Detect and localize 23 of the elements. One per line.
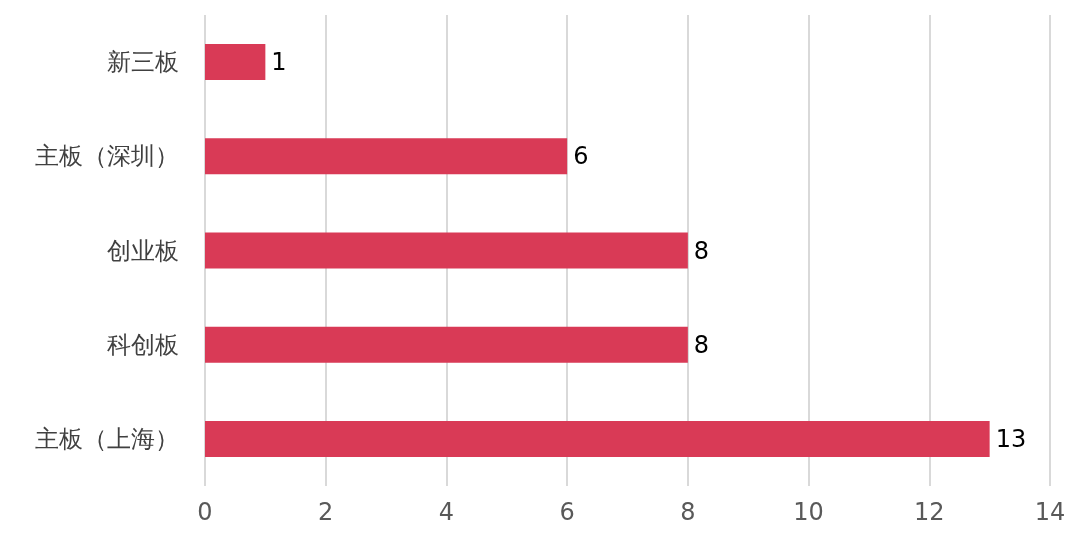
x-tick-label: 4 — [438, 498, 455, 526]
y-tick-label: 主板（深圳） — [35, 142, 179, 171]
bar — [205, 232, 688, 269]
x-tick-label: 10 — [793, 498, 824, 526]
y-tick-label: 主板（上海） — [35, 424, 179, 453]
y-tick-label: 新三板 — [107, 48, 179, 77]
bar — [205, 326, 688, 363]
data-label: 8 — [693, 330, 710, 359]
data-label: 13 — [995, 424, 1027, 453]
x-tick-label: 12 — [914, 498, 945, 526]
data-label: 8 — [693, 236, 710, 265]
data-label: 6 — [573, 142, 589, 171]
x-tick-label: 8 — [680, 498, 696, 526]
bar — [205, 44, 266, 81]
bar — [205, 138, 568, 175]
data-label: 1 — [271, 48, 287, 77]
bar — [205, 420, 990, 457]
x-tick-label: 2 — [318, 498, 334, 526]
y-tick-label: 创业板 — [107, 236, 179, 265]
y-tick-label: 科创板 — [107, 330, 179, 359]
x-tick-label: 14 — [1034, 498, 1066, 526]
x-tick-label: 0 — [197, 498, 213, 526]
x-tick-label: 6 — [559, 498, 575, 526]
